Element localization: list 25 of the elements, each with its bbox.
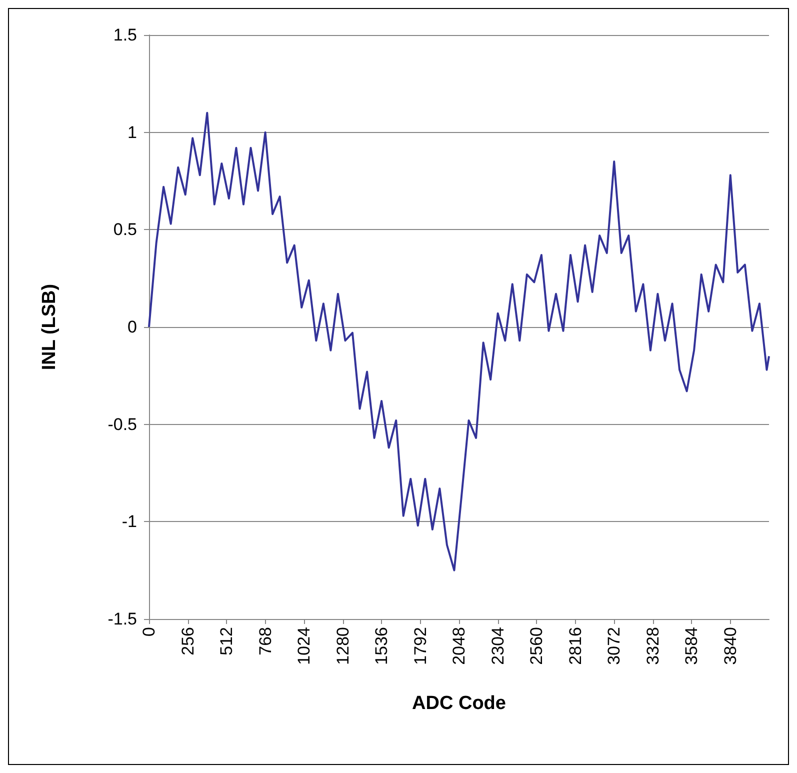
y-tick-label: 0.5 [113,220,137,240]
x-tick-label: 2304 [488,627,508,665]
x-tick-label: 2560 [527,627,546,665]
x-tick-label: 1536 [372,627,392,665]
x-tick-label: 256 [178,627,198,656]
y-axis-title: INL (LSB) [39,284,60,370]
x-tick-label: 3328 [643,627,662,665]
x-tick-label: 3072 [604,627,624,665]
x-tick-label: 3584 [682,627,702,665]
y-tick-label: -1.5 [108,610,137,628]
x-tick-label: 3840 [720,627,740,665]
y-tick-label: 1.5 [113,26,137,44]
x-tick-label: 0 [140,627,158,636]
x-tick-label: 1024 [294,627,314,665]
y-tick-label: -1 [122,512,137,532]
y-tick-label: 0 [128,318,137,336]
x-tick-label: 2048 [450,627,469,665]
y-tick-label: -0.5 [108,414,137,434]
y-tick-label: 1 [128,122,137,142]
x-tick-label: 1280 [333,627,352,665]
x-axis-title: ADC Code [412,693,506,714]
x-tick-label: 512 [217,627,236,656]
x-tick-label: 768 [256,627,275,656]
x-tick-label: 2816 [566,627,585,665]
x-tick-label: 1792 [410,627,430,665]
